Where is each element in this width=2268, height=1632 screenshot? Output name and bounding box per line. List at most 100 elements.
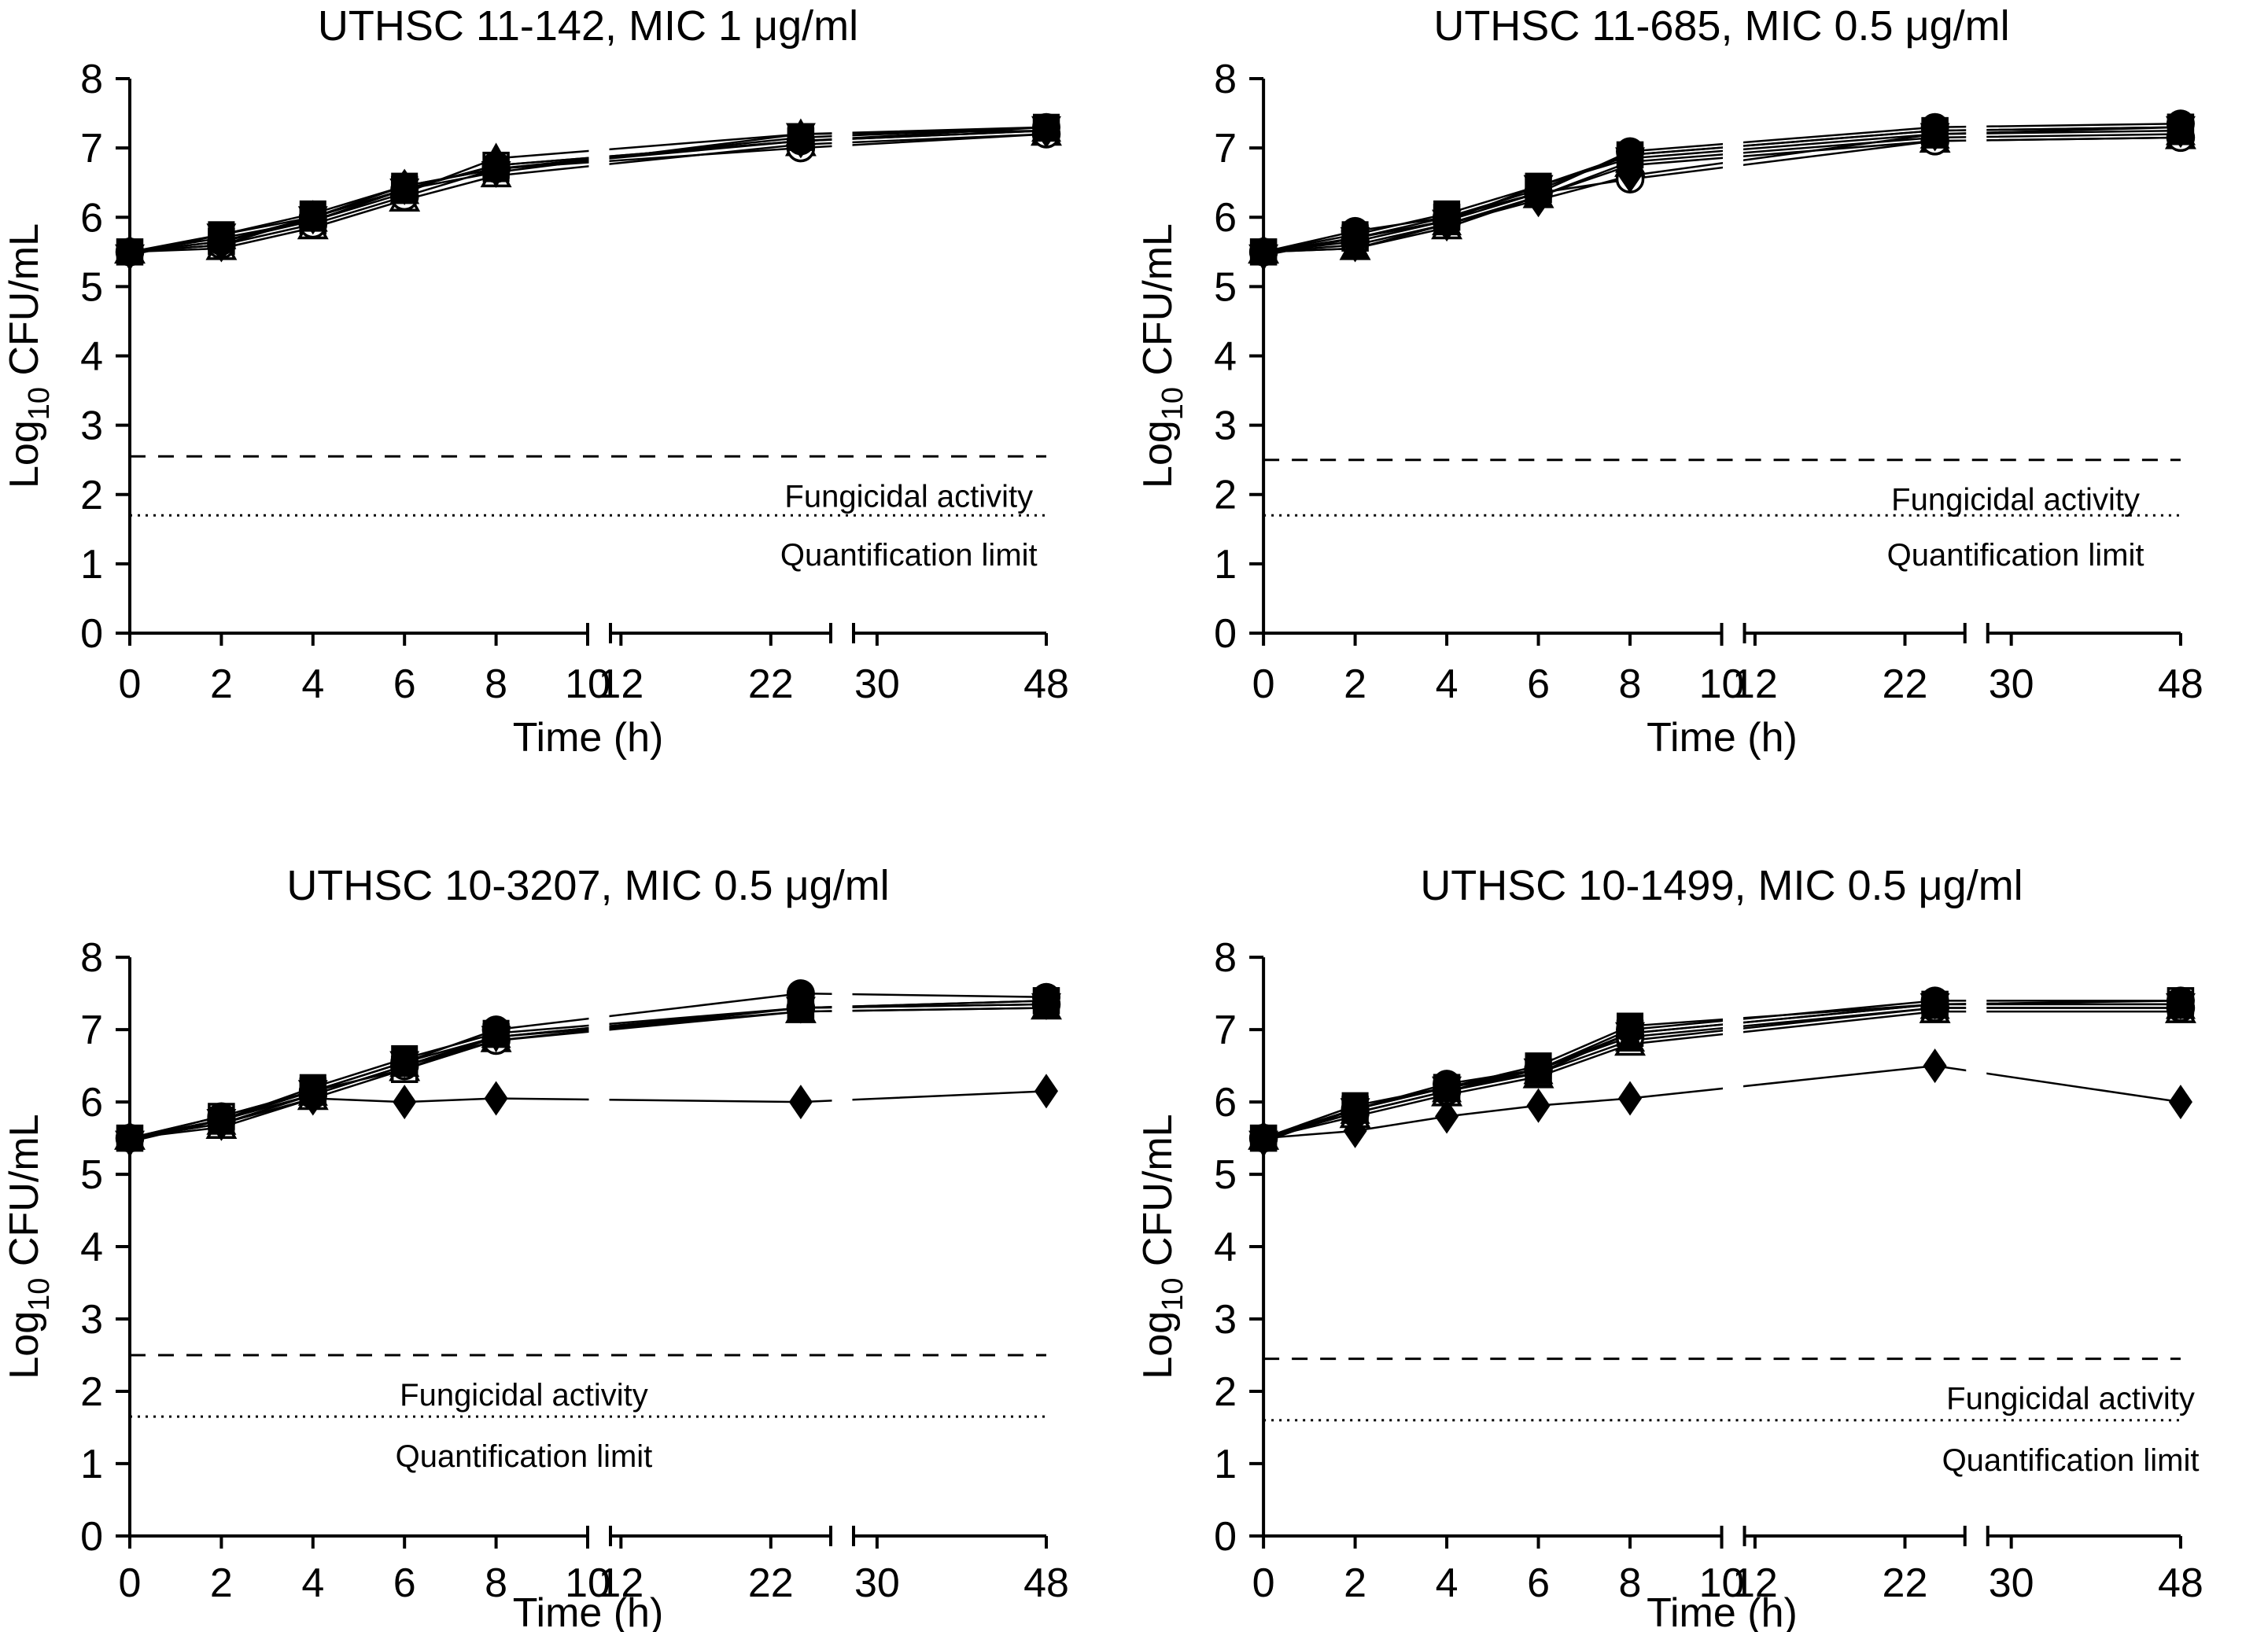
y-tick-label: 7	[80, 1008, 103, 1053]
axis-break-gap	[832, 926, 853, 1533]
y-tick-label: 6	[80, 195, 103, 241]
panel-title: UTHSC 10-3207, MIC 0.5 μg/ml	[286, 862, 890, 909]
y-tick-label: 8	[1214, 57, 1237, 102]
y-tick-label: 3	[80, 1297, 103, 1343]
x-tick-label: 22	[1883, 661, 1928, 707]
series-marker-diamond-filled	[1923, 1048, 1947, 1084]
series-marker-circle-filled	[481, 1015, 511, 1044]
series-line-square-filled	[129, 1000, 1047, 1140]
series-line-triangle-down-filled	[129, 126, 1047, 256]
x-tick-label: 48	[1023, 661, 1069, 707]
y-tick-label: 7	[1214, 126, 1237, 171]
x-tick-label: 6	[393, 1560, 416, 1606]
annotation-label: Fungicidal activity	[400, 1378, 648, 1413]
x-tick-label: 10	[1699, 1560, 1745, 1606]
y-tick-label: 5	[1214, 1152, 1237, 1198]
x-tick-label: 12	[1732, 661, 1778, 707]
x-tick-label: 6	[393, 661, 416, 707]
series-marker-circle-filled	[2166, 109, 2195, 138]
chart-canvas: Fungicidal activity Quantification limit 0…	[2, 47, 1069, 761]
x-tick-label: 2	[210, 661, 233, 707]
annotation-label: Quantification limit	[780, 538, 1038, 573]
series-marker-diamond-filled	[1526, 1088, 1551, 1123]
series-marker-circle-filled	[1616, 1015, 1645, 1044]
y-tick-label: 3	[80, 403, 103, 449]
x-tick-label: 12	[598, 1560, 644, 1606]
series-marker-circle-filled	[786, 127, 815, 156]
annotation-label: Fungicidal activity	[784, 479, 1033, 514]
series-marker-circle-filled	[116, 1124, 144, 1153]
annotation-label: Quantification limit	[1887, 538, 2144, 573]
series-line-circle-filled	[1263, 1000, 2181, 1140]
series-marker-diamond-filled	[393, 1085, 417, 1120]
y-tick-label: 5	[80, 264, 103, 310]
y-tick-label: 6	[1214, 195, 1237, 241]
series-marker-diamond-filled	[2168, 1085, 2192, 1120]
y-tick-label: 1	[1214, 542, 1237, 588]
y-tick-label: 6	[80, 1080, 103, 1125]
axis-break-gap	[588, 926, 610, 1533]
annotation-label: Fungicidal activity	[1946, 1382, 2195, 1416]
chart-canvas: Fungicidal activity Quantification limit 0…	[2, 926, 1069, 1632]
y-axis-label: Log10 CFU/mL	[1135, 1114, 1189, 1379]
series-line-circle-filled	[129, 992, 1047, 1140]
x-tick-label: 10	[1699, 661, 1745, 707]
series-marker-diamond-filled	[1618, 1081, 1643, 1116]
y-tick-label: 0	[80, 1514, 103, 1560]
series-line-circle-open	[1263, 1007, 2181, 1140]
series-marker-circle-filled	[1524, 1055, 1553, 1084]
series-line-circle-open	[129, 1003, 1047, 1140]
x-tick-label: 8	[1619, 661, 1642, 707]
y-tick-label: 4	[1214, 1225, 1237, 1270]
x-tick-label: 48	[2158, 1560, 2203, 1606]
x-tick-label: 4	[1436, 1560, 1459, 1606]
y-tick-label: 1	[1214, 1442, 1237, 1487]
x-tick-label: 30	[1989, 661, 2034, 707]
x-tick-label: 0	[119, 1560, 142, 1606]
series-marker-circle-filled	[390, 1048, 419, 1077]
chart-panel-uthsc-11-685: UTHSC 11-685, MIC 0.5 μg/ml Fungicidal a…	[1134, 0, 2268, 816]
chart-panel-uthsc-10-3207: UTHSC 10-3207, MIC 0.5 μg/ml Fungicidal …	[0, 816, 1134, 1632]
axis-break-gap	[1966, 926, 1987, 1533]
axis-break-gap	[588, 47, 610, 630]
y-tick-label: 4	[1214, 334, 1237, 380]
series-marker-circle-filled	[1032, 112, 1060, 142]
series-marker-circle-filled	[390, 175, 419, 204]
x-tick-label: 8	[1619, 1560, 1642, 1606]
y-axis-label: Log10 CFU/mL	[1135, 223, 1189, 488]
annotation-label: Fungicidal activity	[1891, 483, 2140, 518]
series-marker-circle-filled	[1341, 1095, 1370, 1124]
axis-break-gap	[1966, 47, 1987, 630]
x-tick-label: 4	[301, 1560, 324, 1606]
y-tick-label: 8	[80, 935, 103, 981]
axis-break-gap	[1723, 47, 1744, 630]
series-marker-diamond-filled	[1034, 1074, 1058, 1109]
chart-canvas: Fungicidal activity Quantification limit 0…	[1135, 47, 2203, 761]
series-marker-circle-filled	[1920, 112, 1949, 142]
x-tick-label: 48	[2158, 661, 2203, 707]
chart-panel-uthsc-10-1499: UTHSC 10-1499, MIC 0.5 μg/ml Fungicidal …	[1134, 816, 2268, 1632]
x-axis-label: Time (h)	[1647, 715, 1798, 761]
y-tick-label: 7	[80, 126, 103, 171]
x-tick-label: 12	[598, 661, 644, 707]
x-tick-label: 4	[1436, 661, 1459, 707]
x-tick-label: 48	[1023, 1560, 1069, 1606]
x-tick-label: 4	[301, 661, 324, 707]
series-marker-circle-filled	[1920, 986, 1949, 1015]
axis-break-gap	[1723, 926, 1744, 1533]
series-marker-circle-filled	[1524, 179, 1553, 208]
x-tick-label: 30	[854, 661, 900, 707]
chart-canvas: Fungicidal activity Quantification limit 0…	[1135, 926, 2203, 1632]
y-tick-label: 8	[80, 57, 103, 102]
x-tick-label: 0	[119, 661, 142, 707]
panel-title: UTHSC 11-685, MIC 0.5 μg/ml	[1433, 2, 2010, 50]
series-marker-circle-filled	[1032, 982, 1060, 1011]
series-marker-circle-filled	[2166, 986, 2195, 1015]
y-tick-label: 3	[1214, 1297, 1237, 1343]
y-tick-label: 7	[1214, 1008, 1237, 1053]
series-marker-circle-filled	[207, 227, 236, 256]
x-tick-label: 22	[748, 1560, 794, 1606]
series-marker-circle-filled	[786, 979, 815, 1008]
y-tick-label: 1	[80, 542, 103, 588]
y-tick-label: 6	[1214, 1080, 1237, 1125]
